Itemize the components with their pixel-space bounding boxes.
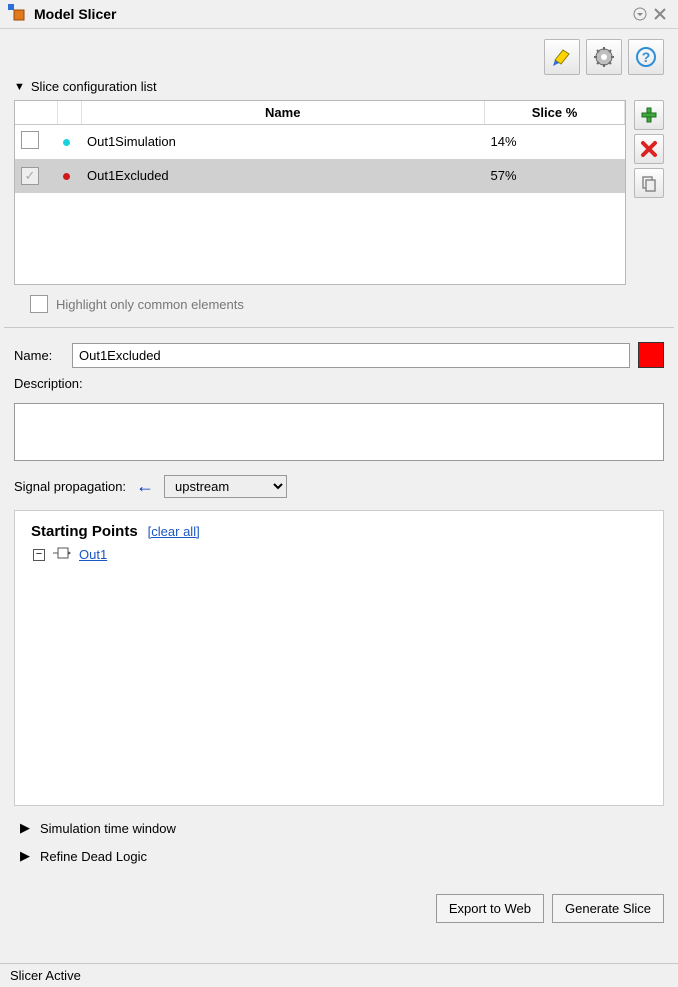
config-table: Name Slice % Out1Simulation14% ✓ Out1Exclu… — [14, 100, 626, 285]
row-name: Out1Excluded — [81, 159, 485, 193]
bottom-buttons: Export to Web Generate Slice — [0, 870, 678, 931]
color-dot-icon — [63, 173, 70, 180]
collapsible-label: Refine Dead Logic — [40, 849, 147, 864]
row-slice: 57% — [485, 159, 625, 193]
chevron-down-icon: ▼ — [14, 81, 25, 93]
starting-points-box: Starting Points [clear all] − Out1 — [14, 510, 664, 806]
close-icon[interactable] — [650, 4, 670, 24]
status-text: Slicer Active — [10, 968, 81, 983]
row-name: Out1Simulation — [81, 125, 485, 159]
highlight-common-label: Highlight only common elements — [56, 297, 244, 312]
side-buttons — [634, 100, 664, 285]
color-dot-icon — [63, 139, 70, 146]
name-row: Name: — [0, 338, 678, 372]
description-input[interactable] — [14, 403, 664, 461]
chevron-right-icon: ▶ — [20, 820, 30, 836]
status-bar: Slicer Active — [0, 963, 678, 987]
titlebar: Model Slicer — [0, 0, 678, 29]
name-input[interactable] — [72, 343, 630, 368]
signal-propagation-row: Signal propagation: ← upstreamdownstream… — [0, 465, 678, 506]
collapsible-label: Simulation time window — [40, 821, 176, 836]
config-list-area: Name Slice % Out1Simulation14% ✓ Out1Exclu… — [0, 100, 678, 285]
starting-point-item: − Out1 — [33, 546, 647, 563]
add-button[interactable] — [634, 100, 664, 130]
row-checkbox[interactable]: ✓ — [21, 167, 39, 185]
col-name: Name — [81, 101, 485, 125]
collapsible-row[interactable]: ▶ Simulation time window — [0, 814, 678, 842]
dropdown-icon[interactable] — [630, 4, 650, 24]
app-icon — [8, 4, 28, 24]
collapsible-row[interactable]: ▶ Refine Dead Logic — [0, 842, 678, 870]
table-row[interactable]: ✓ Out1Excluded57% — [15, 159, 625, 193]
delete-button[interactable] — [634, 134, 664, 164]
signal-propagation-label: Signal propagation: — [14, 479, 126, 494]
table-header-row: Name Slice % — [15, 101, 625, 125]
name-label: Name: — [14, 348, 64, 363]
description-label: Description: — [14, 376, 83, 391]
row-slice: 14% — [485, 125, 625, 159]
highlight-common-row[interactable]: Highlight only common elements — [0, 285, 678, 327]
help-button[interactable]: ? — [628, 39, 664, 75]
arrow-left-icon: ← — [136, 476, 154, 497]
chevron-right-icon: ▶ — [20, 848, 30, 864]
settings-button[interactable] — [586, 39, 622, 75]
generate-button[interactable]: Generate Slice — [552, 894, 664, 923]
description-row: Description: — [0, 372, 678, 465]
window-title: Model Slicer — [34, 6, 630, 22]
color-swatch[interactable] — [638, 342, 664, 368]
copy-button[interactable] — [634, 168, 664, 198]
outport-icon — [53, 546, 71, 563]
top-toolbar: ? — [0, 29, 678, 79]
export-button[interactable]: Export to Web — [436, 894, 544, 923]
starting-points-title: Starting Points — [31, 523, 138, 540]
starting-point-link[interactable]: Out1 — [79, 547, 107, 562]
clear-all-link[interactable]: [clear all] — [148, 524, 200, 539]
row-checkbox[interactable] — [21, 131, 39, 149]
col-slice: Slice % — [485, 101, 625, 125]
signal-propagation-select[interactable]: upstreamdownstreambidirectional — [164, 475, 287, 498]
highlight-common-checkbox[interactable] — [30, 295, 48, 313]
collapse-icon[interactable]: − — [33, 549, 45, 561]
highlight-button[interactable] — [544, 39, 580, 75]
svg-text:?: ? — [642, 49, 651, 65]
section-title: Slice configuration list — [31, 79, 157, 94]
slice-config-header[interactable]: ▼ Slice configuration list — [0, 79, 678, 100]
table-row[interactable]: Out1Simulation14% — [15, 125, 625, 159]
